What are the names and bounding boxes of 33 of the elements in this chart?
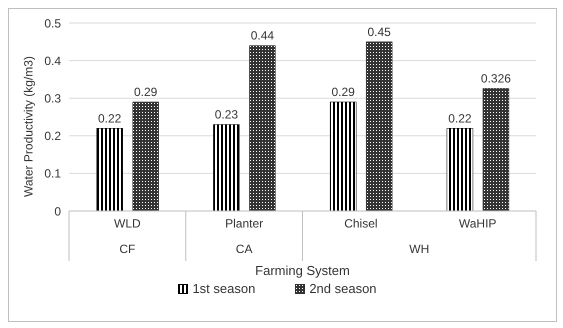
- bar: [213, 124, 240, 211]
- y-axis-title: Water Productivity (kg/m3): [21, 56, 36, 197]
- bar: [249, 45, 276, 211]
- legend-label: 2nd season: [308, 281, 377, 296]
- bar: [132, 102, 159, 211]
- bar: [366, 42, 392, 211]
- legend-label: 1st season: [191, 281, 256, 296]
- y-tick-label: 0: [54, 204, 62, 218]
- text: CA: [236, 242, 252, 256]
- x-tick-label: Planter: [225, 216, 264, 231]
- x-tick-label: Chisel: [344, 216, 378, 231]
- x-tick-label: WLD: [114, 216, 142, 231]
- x-axis-title: Farming System: [255, 263, 350, 278]
- x-tick-label: WaHIP: [458, 216, 496, 231]
- y-tick-label: 0.2: [44, 129, 62, 144]
- data-label: 0.29: [332, 84, 356, 99]
- bar: [482, 88, 510, 211]
- data-label: 0.326: [480, 71, 512, 86]
- text: CF: [119, 242, 136, 256]
- data-label: 0.22: [448, 111, 472, 126]
- data-label: 0.23: [214, 108, 238, 122]
- text: WH: [409, 242, 430, 256]
- y-tick-label: 0.1: [44, 166, 62, 181]
- data-label: 0.44: [250, 28, 274, 43]
- y-tick-label: 0.3: [44, 91, 62, 106]
- y-tick-label: 0.5: [44, 16, 62, 30]
- data-label: 0.29: [134, 84, 158, 99]
- bar: [446, 128, 474, 211]
- data-label: 0.22: [98, 111, 122, 126]
- data-label: 0.45: [368, 24, 392, 39]
- bar: [330, 102, 356, 211]
- y-tick-label: 0.4: [44, 54, 62, 68]
- bar: [96, 128, 123, 211]
